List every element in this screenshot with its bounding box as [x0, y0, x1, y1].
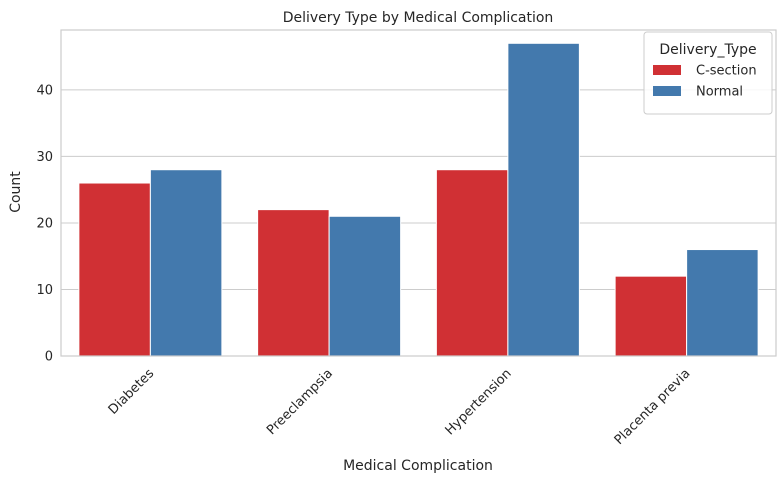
bar-normal-3: [686, 249, 759, 357]
bar-c-section-2: [435, 169, 509, 357]
x-tick-label: Diabetes: [106, 366, 158, 418]
legend: Delivery_Type C-section Normal: [643, 31, 773, 115]
x-tick-label: Placenta previa: [612, 366, 694, 448]
bars: [78, 42, 759, 357]
y-tick-label: 10: [36, 283, 53, 298]
legend-items: C-section Normal: [653, 64, 757, 100]
y-tick-label: 30: [36, 150, 53, 165]
legend-swatch-c-section: [653, 65, 681, 75]
y-axis-ticks: 0 10 20 30 40: [36, 83, 53, 364]
legend-label: Normal: [696, 85, 743, 100]
bar-c-section-0: [78, 182, 151, 357]
bar-c-section-3: [614, 275, 688, 357]
legend-swatch-normal: [653, 86, 681, 96]
y-tick-label: 20: [36, 216, 53, 231]
bar-c-section-1: [257, 209, 330, 357]
x-axis-label: Medical Complication: [343, 458, 493, 474]
bar-normal-0: [149, 169, 223, 357]
y-tick-label: 0: [45, 350, 53, 365]
x-axis-ticks: Diabetes Preeclampsia Hypertension Placenta…: [106, 366, 694, 448]
chart-title: Delivery Type by Medical Complication: [283, 10, 554, 26]
y-axis-label: Count: [8, 171, 24, 213]
x-tick-label: Preeclampsia: [264, 366, 336, 438]
legend-label: C-section: [696, 64, 757, 79]
plot-frame: [60, 29, 777, 357]
bar-normal-1: [328, 215, 402, 357]
x-tick-label: Hypertension: [443, 366, 515, 438]
legend-title: Delivery_Type: [659, 42, 756, 58]
y-tick-label: 40: [36, 83, 53, 98]
bar-normal-2: [507, 42, 580, 357]
